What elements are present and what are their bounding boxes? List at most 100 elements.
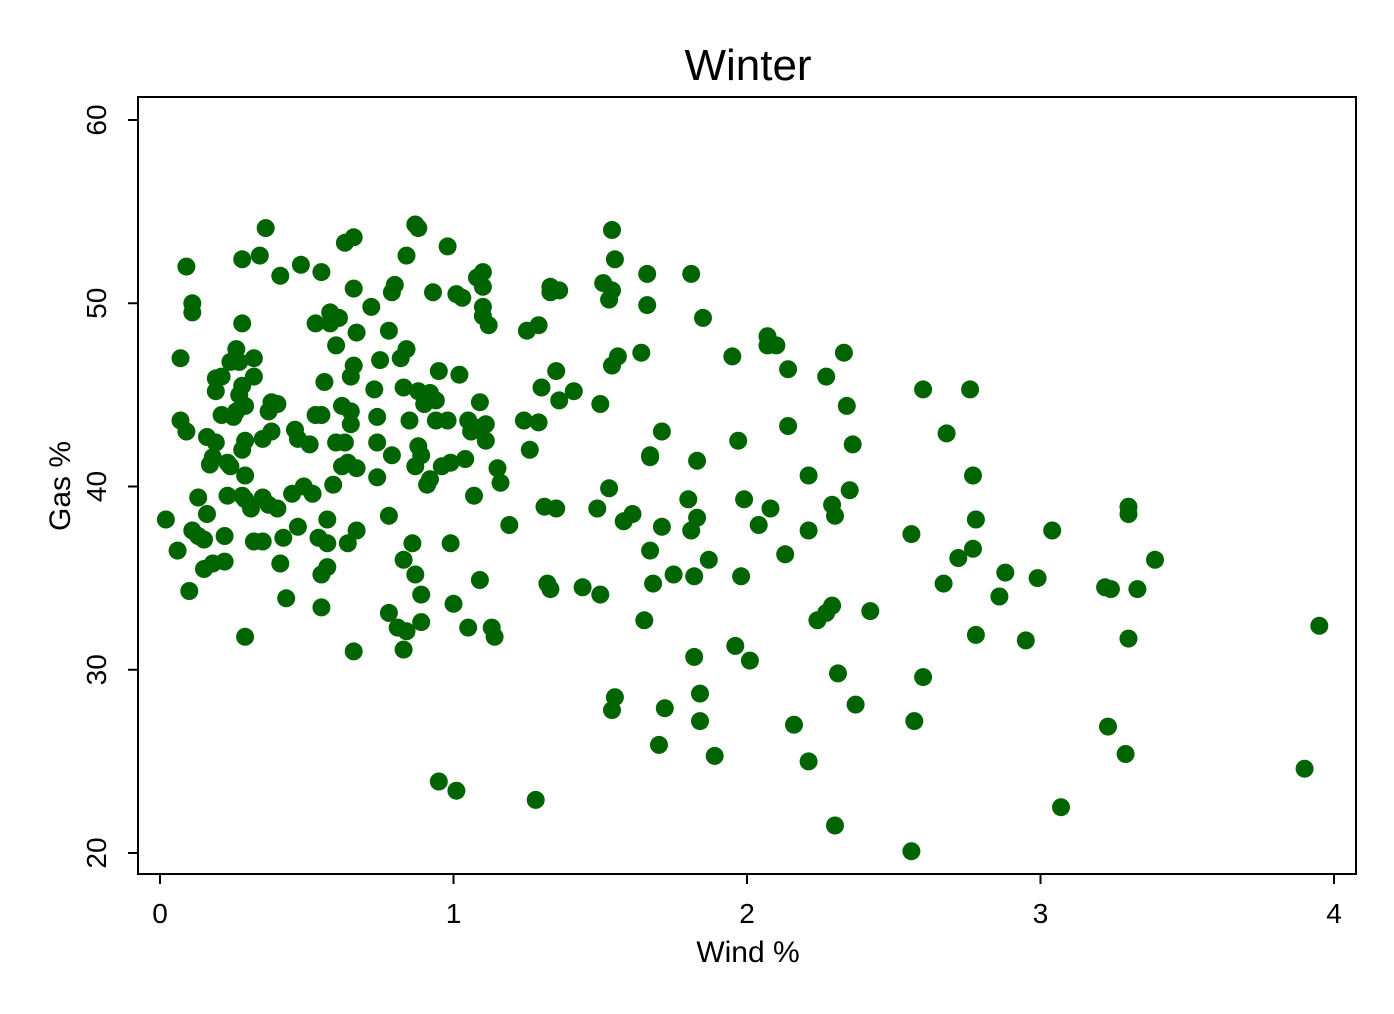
data-point [291, 255, 310, 274]
data-point [1101, 580, 1120, 599]
data-point [1128, 580, 1147, 599]
data-point [573, 578, 592, 597]
data-point [473, 277, 492, 296]
data-point [846, 695, 865, 714]
data-point [344, 642, 363, 661]
data-point [327, 336, 346, 355]
data-point [394, 378, 413, 397]
data-point [195, 530, 213, 549]
data-point [344, 279, 363, 298]
data-point [691, 684, 709, 703]
data-point [400, 411, 419, 430]
data-point [271, 266, 290, 285]
data-point [799, 521, 818, 540]
data-point [861, 602, 880, 621]
data-point [776, 545, 795, 564]
data-point [233, 250, 252, 269]
data-point [183, 303, 202, 322]
data-point [382, 446, 401, 465]
data-point [470, 571, 489, 589]
data-point [262, 422, 281, 441]
data-point [902, 525, 921, 544]
data-point [233, 314, 252, 333]
y-tick-label: 60 [81, 104, 112, 135]
data-point [421, 470, 439, 489]
data-point [937, 424, 956, 443]
data-point [652, 422, 671, 441]
data-point [168, 541, 187, 560]
data-point [644, 574, 663, 593]
data-point [347, 521, 366, 540]
data-point [547, 362, 566, 381]
data-point [215, 527, 234, 545]
data-point [799, 466, 818, 485]
data-point [829, 664, 847, 683]
data-point [1116, 745, 1135, 763]
data-point [488, 459, 507, 478]
data-point [271, 554, 290, 573]
y-tick-label: 20 [81, 837, 112, 868]
data-point [934, 574, 953, 593]
data-point [966, 510, 985, 529]
data-point [591, 585, 610, 604]
data-point [409, 219, 428, 238]
data-point [447, 781, 466, 800]
data-point [632, 343, 651, 362]
data-point [655, 699, 674, 718]
data-point [315, 373, 334, 391]
data-point [1028, 569, 1047, 588]
data-point [438, 237, 457, 256]
data-point [605, 688, 624, 707]
data-point [303, 484, 322, 503]
y-tick-label: 50 [81, 288, 112, 319]
chart-title: Winter [684, 41, 811, 90]
data-point [397, 246, 416, 265]
data-point [450, 365, 469, 384]
data-point [526, 790, 545, 809]
data-point [779, 417, 798, 435]
data-point [638, 296, 657, 315]
data-point [406, 565, 425, 584]
data-point [347, 459, 366, 478]
data-point [834, 343, 853, 362]
data-point [996, 563, 1015, 582]
data-point [603, 221, 621, 239]
data-point [623, 505, 642, 523]
x-tick-label: 3 [1033, 898, 1049, 929]
data-point [485, 627, 504, 646]
data-point [429, 362, 448, 381]
data-point [688, 451, 707, 470]
data-point [694, 308, 712, 327]
data-point [732, 567, 751, 586]
data-point [212, 367, 231, 386]
data-point [564, 382, 583, 401]
data-point [826, 506, 844, 525]
data-point [441, 534, 460, 553]
data-point [740, 651, 759, 670]
data-point [177, 422, 196, 441]
data-point [679, 490, 698, 509]
data-point [799, 752, 818, 771]
x-axis: 0 1 2 3 4 [152, 874, 1342, 929]
data-point [476, 415, 495, 434]
data-point [412, 446, 431, 465]
data-point [1016, 631, 1035, 650]
data-point [785, 715, 803, 734]
data-point [456, 450, 475, 468]
data-point [914, 380, 933, 399]
data-point [221, 457, 240, 476]
data-point [206, 382, 225, 401]
data-point [244, 349, 263, 368]
data-point [171, 349, 190, 368]
data-point [253, 532, 272, 551]
data-point [412, 613, 431, 632]
data-point [603, 281, 621, 300]
data-point [1310, 616, 1329, 635]
data-point [541, 580, 560, 599]
data-point [605, 250, 624, 269]
data-point [441, 453, 460, 472]
data-point [500, 516, 519, 534]
data-point [312, 263, 331, 282]
data-point [426, 391, 445, 410]
